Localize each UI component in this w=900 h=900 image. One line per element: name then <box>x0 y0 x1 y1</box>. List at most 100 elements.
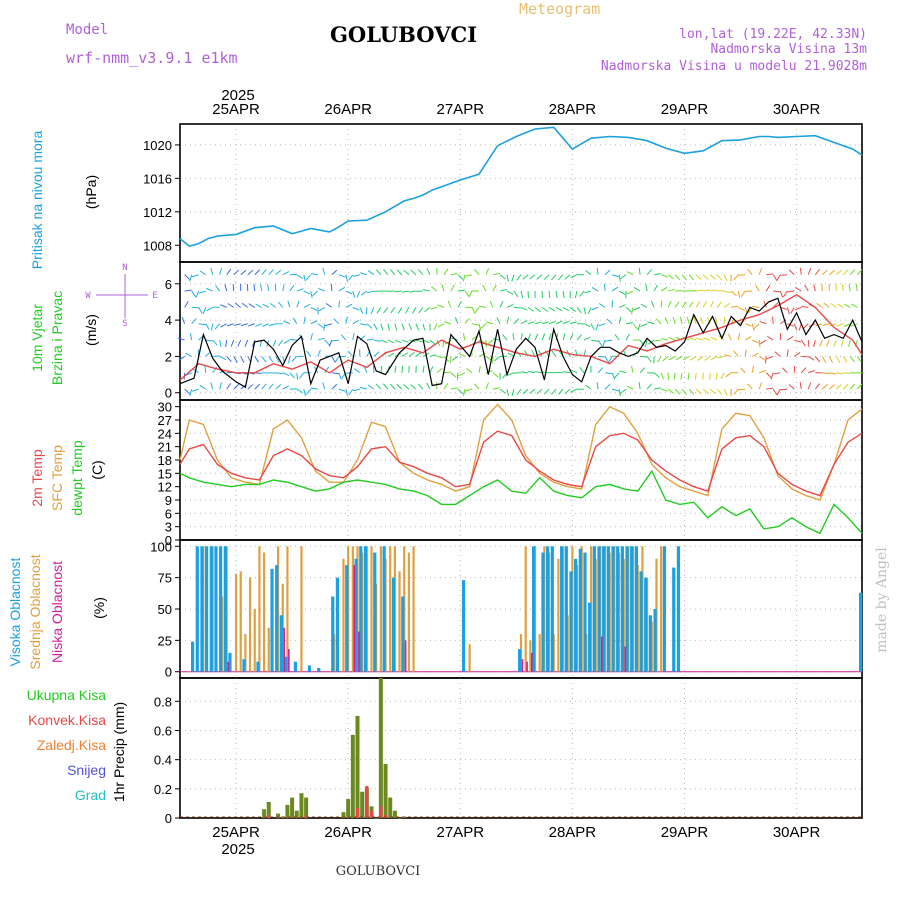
wind-arrow <box>331 339 339 342</box>
wind-arrow <box>278 339 284 346</box>
wind-arrow <box>660 274 668 278</box>
wind-arrow <box>287 300 291 308</box>
mid-cloud-bar <box>188 671 191 673</box>
wind-arrow <box>191 274 199 278</box>
precip-total-bar <box>346 799 351 818</box>
wind-arrow <box>254 383 260 390</box>
wind-arrow <box>219 339 222 348</box>
high-cloud-bar <box>242 659 246 672</box>
wind-arrow <box>829 323 837 327</box>
wind-arrow <box>506 303 514 308</box>
wind-arrow <box>830 302 837 308</box>
wind-arrow <box>345 274 348 282</box>
elevation-label: Nadmorska Visina 13m <box>710 42 867 57</box>
wind-arrow <box>843 303 851 308</box>
wind-arrow <box>679 316 683 324</box>
wind-arrow <box>765 372 772 379</box>
wind-arrow <box>823 302 830 308</box>
wind-arrow <box>814 383 820 390</box>
wind-arrow <box>536 388 543 395</box>
wind-arrow <box>625 333 630 341</box>
temp-side-label-3: dewpt Temp <box>69 440 85 515</box>
panel-frame <box>179 261 863 401</box>
wind-arrow <box>727 333 732 341</box>
top-day-label: 26APR <box>324 101 372 118</box>
wind-arrow <box>738 274 746 276</box>
wind-arrow <box>631 365 634 373</box>
wind-arrow <box>855 284 858 292</box>
wind-arrow <box>232 284 235 292</box>
wind-arrow <box>516 274 522 281</box>
wind-arrow <box>738 388 746 391</box>
pressure-line <box>179 126 863 247</box>
bottom-day-label: 25APR <box>212 824 260 841</box>
wind-arrow <box>661 338 669 341</box>
wind-arrow <box>252 339 256 347</box>
wind-arrow <box>551 350 557 357</box>
mid-cloud-bar <box>286 546 289 672</box>
wind-arrow <box>608 356 613 363</box>
mid-cloud-bar <box>538 634 541 672</box>
wind-arrow <box>527 333 532 341</box>
wind-arrow <box>598 303 606 308</box>
wind-arrow <box>662 356 669 362</box>
wind-arrow <box>687 372 690 380</box>
wind-arrow <box>672 316 676 324</box>
high-cloud-bar <box>401 596 405 672</box>
wind-arrow <box>383 307 389 314</box>
wind-arrow <box>512 333 515 341</box>
wind-arrow <box>443 371 451 374</box>
low-cloud-bar <box>530 652 533 672</box>
wind-arrow <box>541 333 546 341</box>
y-tick-label: 3 <box>165 520 172 535</box>
wind-arrow <box>418 307 424 314</box>
wind-arrow <box>255 323 262 327</box>
wind-arrow <box>752 339 759 344</box>
compass-n: N <box>122 263 127 273</box>
wind-arrow <box>240 269 247 276</box>
high-cloud-bar <box>195 546 199 672</box>
wind-arrow <box>534 321 542 325</box>
wind-arrow <box>464 317 470 325</box>
high-cloud-bar <box>648 615 652 672</box>
wind-arrow <box>695 388 702 395</box>
wind-arrow <box>219 267 223 275</box>
wind-arrow <box>653 372 660 378</box>
low-cloud-bar <box>283 627 285 672</box>
y-tick-label: 75 <box>158 571 172 586</box>
wind-arrow <box>227 303 234 308</box>
wind-arrow <box>828 384 835 390</box>
wind-arrow <box>340 334 347 341</box>
sfc-temp-line <box>179 403 863 501</box>
wind-arrow <box>359 272 367 276</box>
wind-arrow <box>788 384 795 390</box>
wind-arrow <box>366 323 373 329</box>
wind-arrow <box>564 274 571 280</box>
wind-arrow <box>682 355 690 361</box>
wind-arrow <box>373 351 380 357</box>
high-cloud-bar <box>214 546 218 672</box>
wind-arrow <box>772 302 779 308</box>
wind-arrow <box>591 287 599 292</box>
wind-arrow <box>359 323 367 326</box>
wind-arrow <box>716 388 723 395</box>
wind-arrow <box>534 306 541 313</box>
wind-arrow <box>348 274 354 281</box>
high-cloud-bar <box>662 546 667 672</box>
wind-arrow <box>667 388 675 394</box>
wind-arrow <box>261 356 267 363</box>
y-tick-label: 50 <box>158 602 172 617</box>
wind-arrow <box>821 356 827 363</box>
wind-arrow <box>767 335 774 341</box>
bottom-day-label: 30APR <box>773 824 821 841</box>
wind-arrow <box>370 307 375 315</box>
wind-arrow <box>429 354 437 357</box>
wind-arrow <box>499 300 504 308</box>
wind-arrow <box>626 290 634 295</box>
wind-arrow <box>725 372 732 378</box>
wind-arrow <box>856 269 863 276</box>
mid-cloud-bar <box>244 634 247 672</box>
wind-arrow <box>457 388 464 395</box>
wind-arrow <box>331 269 338 276</box>
